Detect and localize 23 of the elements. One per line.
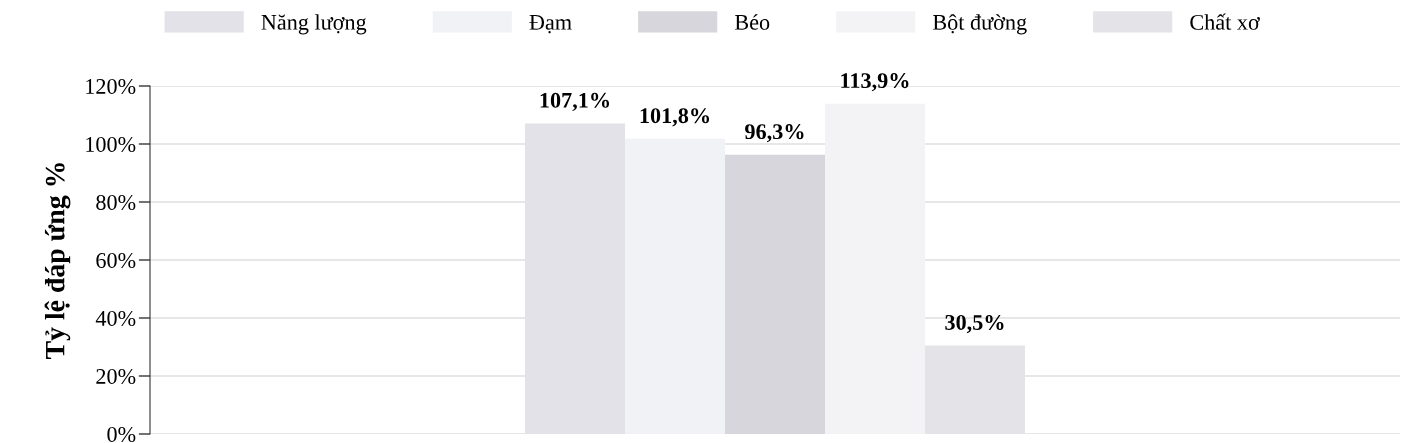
bar xyxy=(525,123,625,434)
data-label: 101,8% xyxy=(640,108,710,127)
y-tick-label: 100% xyxy=(86,136,136,152)
bar xyxy=(925,345,1025,434)
y-axis-title: Tỷ lệ đáp ứng % xyxy=(44,163,71,359)
y-tick-label: 20% xyxy=(96,368,136,384)
data-label: 30,5% xyxy=(945,314,1004,334)
bar xyxy=(625,138,725,434)
y-tick-label: 120% xyxy=(86,78,136,94)
data-label: 113,9% xyxy=(841,73,909,92)
y-tick-label: 40% xyxy=(95,310,136,326)
legend-label: Năng lượng xyxy=(261,14,367,35)
legend-label: Chất xơ xyxy=(1190,13,1260,30)
legend-label: Đạm xyxy=(529,15,572,34)
y-tick-label: 80% xyxy=(96,194,136,210)
bar xyxy=(725,154,825,434)
y-tick-label: 60% xyxy=(96,252,136,268)
data-label: 107,1% xyxy=(540,92,610,112)
data-label: 96,3% xyxy=(745,124,804,143)
bar xyxy=(825,103,925,434)
legend-label: Béo xyxy=(734,14,770,30)
y-tick-label: 0% xyxy=(107,426,136,442)
legend-label: Bột đường xyxy=(932,14,1027,35)
